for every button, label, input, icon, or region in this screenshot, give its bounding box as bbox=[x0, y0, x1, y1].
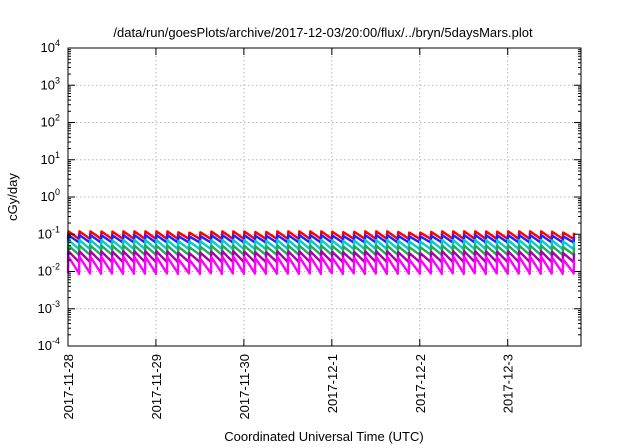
y-tick-label: 100 bbox=[41, 187, 60, 204]
y-tick-label: 101 bbox=[41, 150, 60, 167]
axis-ticks: 10-4 10-3 10-2 10-1 100 101 102 103 104 2017-11-2… bbox=[38, 38, 581, 420]
y-tick-label: 103 bbox=[41, 75, 60, 92]
plot-area-border bbox=[67, 47, 582, 347]
y-tick-label: 10-3 bbox=[38, 299, 60, 316]
x-tick-label: 2017-12-1 bbox=[325, 354, 340, 413]
y-tick-label: 10-2 bbox=[38, 262, 60, 279]
y-tick-label: 10-1 bbox=[38, 224, 60, 241]
x-tick-label: 2017-11-29 bbox=[149, 354, 164, 420]
x-tick-label: 2017-12-2 bbox=[413, 354, 428, 413]
x-tick-label: 2017-11-28 bbox=[61, 354, 76, 420]
series-line bbox=[66, 255, 576, 276]
y-tick-label: 10-4 bbox=[38, 336, 60, 353]
chart-title: /data/run/goesPlots/archive/2017-12-03/2… bbox=[113, 25, 533, 40]
grid-lines bbox=[68, 48, 581, 346]
x-tick-label: 2017-11-30 bbox=[237, 354, 252, 420]
x-tick-label: 2017-12-3 bbox=[501, 354, 516, 413]
y-tick-label: 102 bbox=[41, 113, 60, 130]
x-axis-label: Coordinated Universal Time (UTC) bbox=[224, 429, 423, 444]
y-tick-label: 104 bbox=[41, 38, 60, 55]
series-layer bbox=[66, 230, 576, 276]
y-axis-label: cGy/day bbox=[5, 173, 20, 221]
